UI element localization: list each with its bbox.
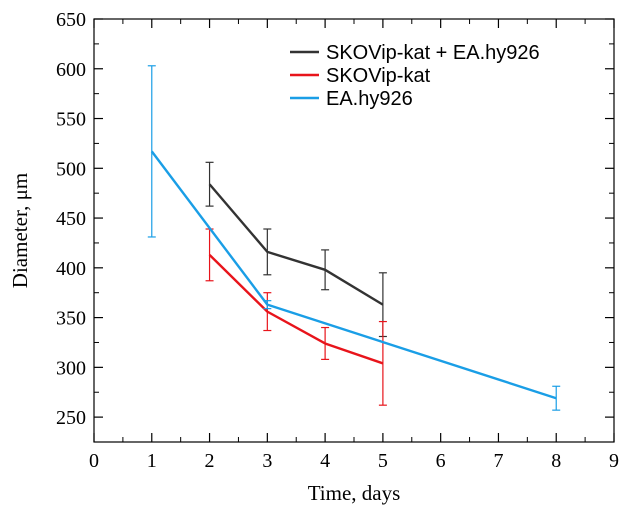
y-tick-label: 500 bbox=[56, 158, 86, 180]
x-axis-title: Time, days bbox=[308, 481, 401, 505]
series-line bbox=[208, 254, 384, 365]
series-0 bbox=[205, 161, 387, 338]
y-tick-label: 300 bbox=[56, 357, 86, 379]
series-1 bbox=[205, 228, 387, 406]
y-tick-label: 600 bbox=[56, 59, 86, 81]
y-tick-label: 350 bbox=[56, 308, 86, 330]
series-2 bbox=[147, 65, 561, 411]
y-tick-label: 650 bbox=[56, 9, 86, 31]
x-tick-label: 3 bbox=[262, 450, 272, 472]
series-line bbox=[208, 183, 384, 306]
x-tick-label: 2 bbox=[205, 450, 215, 472]
legend-label: EA.hy926 bbox=[326, 88, 413, 110]
y-tick-label: 550 bbox=[56, 109, 86, 131]
y-tick-label: 250 bbox=[56, 407, 86, 429]
x-tick-label: 6 bbox=[436, 450, 446, 472]
x-tick-label: 0 bbox=[89, 450, 99, 472]
x-tick-label: 8 bbox=[551, 450, 561, 472]
x-tick-label: 4 bbox=[320, 450, 330, 472]
y-tick-label: 400 bbox=[56, 258, 86, 280]
y-axis-title: Diameter, μm bbox=[8, 173, 32, 288]
x-tick-label: 7 bbox=[493, 450, 503, 472]
y-tick-label: 450 bbox=[56, 208, 86, 230]
x-tick-label: 9 bbox=[609, 450, 619, 472]
legend-label: SKOVip-kat bbox=[326, 65, 431, 87]
series-layer bbox=[147, 65, 561, 411]
x-tick-label: 5 bbox=[378, 450, 388, 472]
axes-layer: 0 1 2 3 4 5 6 7 8 9 250 300 350 400 450 500 550 600 650 Tim… bbox=[8, 9, 619, 505]
x-tick-label: 1 bbox=[147, 450, 157, 472]
legend-label: SKOVip-kat + EA.hy926 bbox=[326, 42, 540, 64]
